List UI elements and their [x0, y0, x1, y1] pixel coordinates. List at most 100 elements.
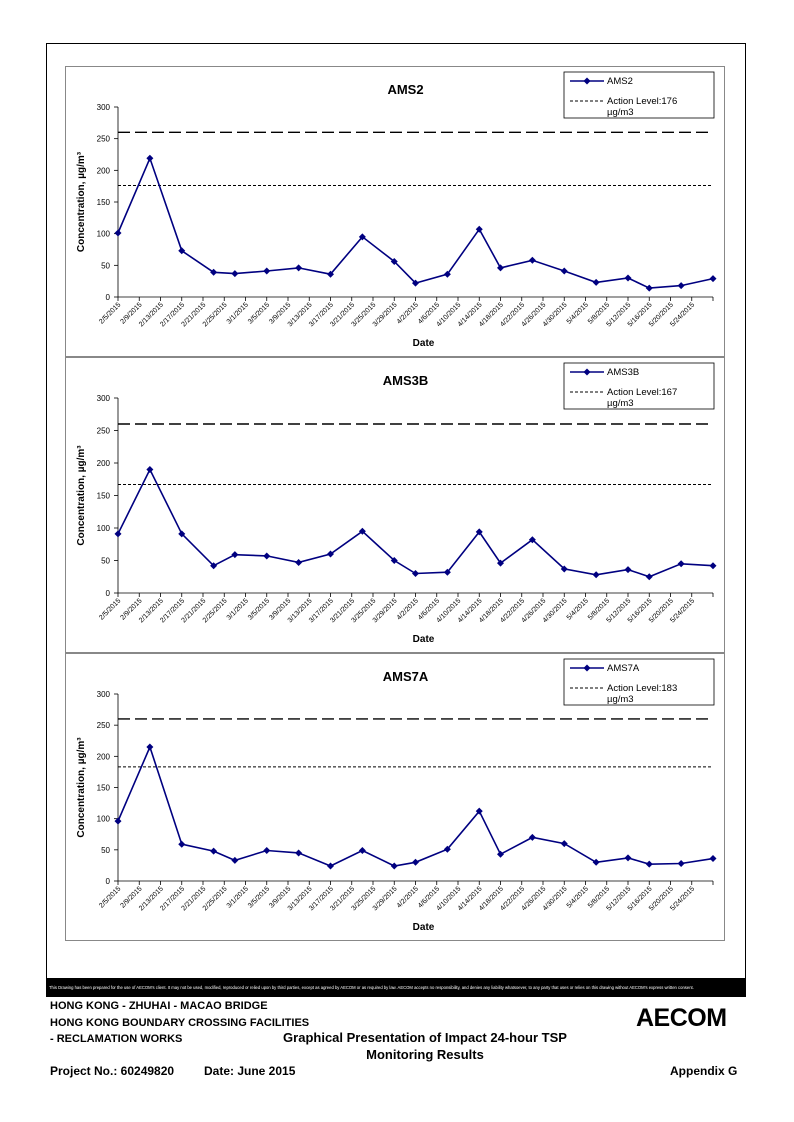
legend-series-label: AMS2	[607, 76, 633, 87]
y-tick-label: 150	[97, 198, 111, 207]
data-point	[231, 551, 239, 559]
y-tick-label: 200	[97, 752, 111, 761]
data-point	[592, 858, 600, 866]
data-point	[146, 466, 154, 473]
data-point	[327, 550, 334, 558]
x-tick-label: 2/5/2015	[98, 301, 122, 325]
data-point	[497, 264, 504, 272]
axis-lines	[117, 694, 713, 882]
data-point	[528, 833, 536, 841]
y-tick-label: 300	[97, 394, 111, 403]
chart-panel-ams2: AMS2 0 50 100 150 200 250 300 Concentration, µg/…	[65, 66, 725, 357]
data-point	[709, 855, 717, 863]
y-tick-label: 150	[97, 492, 111, 501]
data-point	[263, 267, 271, 275]
data-point	[114, 530, 122, 538]
project-name-line1: HONG KONG - ZHUHAI - MACAO BRIDGE	[50, 1000, 268, 1012]
x-tick-label: 4/2/2015	[396, 301, 420, 325]
chart-title: AMS2	[387, 82, 423, 97]
x-tick-label: 2/5/2015	[98, 597, 122, 621]
y-tick-label: 150	[97, 784, 111, 793]
x-axis-label: Date	[413, 922, 435, 933]
data-point	[412, 858, 419, 866]
legend-series-marker	[583, 368, 591, 376]
data-point	[295, 558, 303, 566]
data-point	[295, 849, 303, 857]
y-tick-label: 300	[97, 103, 111, 112]
chart-svg-ams2: AMS2 0 50 100 150 200 250 300 Concentration, µg/…	[76, 71, 717, 349]
data-point	[560, 565, 568, 573]
data-point	[677, 282, 685, 290]
data-point	[592, 571, 600, 579]
data-point	[645, 284, 653, 292]
data-point	[624, 566, 632, 574]
y-tick-label: 100	[97, 230, 111, 239]
drawing-title-line2: Monitoring Results	[366, 1047, 484, 1062]
data-point	[390, 862, 398, 870]
data-point	[210, 562, 218, 570]
x-tick-label: 3/5/2015	[247, 597, 271, 621]
x-tick-label: 5/4/2015	[566, 885, 590, 909]
y-tick-label: 0	[106, 877, 111, 886]
x-axis-label: Date	[413, 634, 435, 645]
y-tick-label: 0	[106, 589, 111, 598]
data-point	[412, 570, 419, 577]
x-tick-label: 2/5/2015	[98, 885, 122, 909]
y-tick-label: 250	[97, 135, 111, 144]
legend-action-level-label: Action Level:167 µg/m3	[607, 387, 677, 409]
data-point	[475, 807, 483, 815]
data-point	[231, 856, 239, 864]
y-tick-label: 200	[97, 166, 111, 175]
data-point	[114, 229, 122, 237]
data-point	[624, 274, 632, 282]
data-point	[358, 846, 366, 854]
chart-panel-ams3b: AMS3B 0 50 100 150 200 250 300 Concentration, µg…	[65, 357, 725, 653]
data-point	[114, 817, 122, 825]
data-point	[645, 573, 653, 581]
appendix-label: Appendix G	[670, 1064, 738, 1078]
x-tick-label: 3/1/2015	[226, 885, 250, 909]
chart-svg-ams3b: AMS3B 0 50 100 150 200 250 300 Concentration, µg…	[76, 362, 717, 645]
series-line	[117, 156, 714, 289]
data-point	[178, 840, 186, 848]
data-point	[443, 568, 451, 576]
data-point	[497, 559, 504, 567]
data-point	[390, 258, 398, 266]
legend-action-level-label: Action Level:176 µg/m3	[607, 96, 677, 118]
legend-series-label: AMS3B	[607, 367, 639, 378]
drawing-date: Date: June 2015	[204, 1064, 296, 1078]
chart-panel-ams7a: AMS7A 0 50 100 150 200 250 300 Concentration, µg…	[65, 653, 725, 941]
data-point	[475, 528, 483, 536]
chart-title: AMS7A	[383, 669, 429, 684]
data-point	[677, 860, 685, 868]
y-tick-label: 100	[97, 815, 111, 824]
x-tick-label: 3/5/2015	[247, 301, 271, 325]
y-tick-label: 300	[97, 690, 111, 699]
y-tick-label: 0	[106, 293, 111, 302]
x-tick-label: 3/5/2015	[247, 885, 271, 909]
drawing-title-line1: Graphical Presentation of Impact 24-hour…	[283, 1030, 567, 1045]
data-point	[443, 845, 451, 853]
data-point	[709, 275, 717, 283]
x-tick-label: 4/2/2015	[396, 885, 420, 909]
legend-action-level-label: Action Level:183 µg/m3	[607, 683, 677, 705]
y-tick-label: 100	[97, 524, 111, 533]
data-point	[390, 557, 398, 564]
legend-series-label: AMS7A	[607, 663, 640, 674]
x-tick-label: 3/1/2015	[226, 597, 250, 621]
y-tick-label: 250	[97, 721, 111, 730]
data-point	[677, 560, 685, 568]
y-tick-label: 200	[97, 459, 111, 468]
data-point	[412, 279, 419, 287]
data-point	[231, 270, 239, 278]
data-point	[560, 840, 568, 848]
data-point	[528, 536, 536, 544]
project-name-line2: HONG KONG BOUNDARY CROSSING FACILITIES	[50, 1017, 310, 1029]
project-name-line3: - RECLAMATION WORKS	[50, 1033, 183, 1045]
y-axis-label: Concentration, µg/m³	[76, 445, 87, 546]
x-tick-label: 5/4/2015	[566, 597, 590, 621]
y-axis-label: Concentration, µg/m³	[76, 151, 87, 252]
chart-title: AMS3B	[383, 373, 429, 388]
x-axis-label: Date	[413, 338, 435, 349]
data-point	[560, 267, 568, 275]
